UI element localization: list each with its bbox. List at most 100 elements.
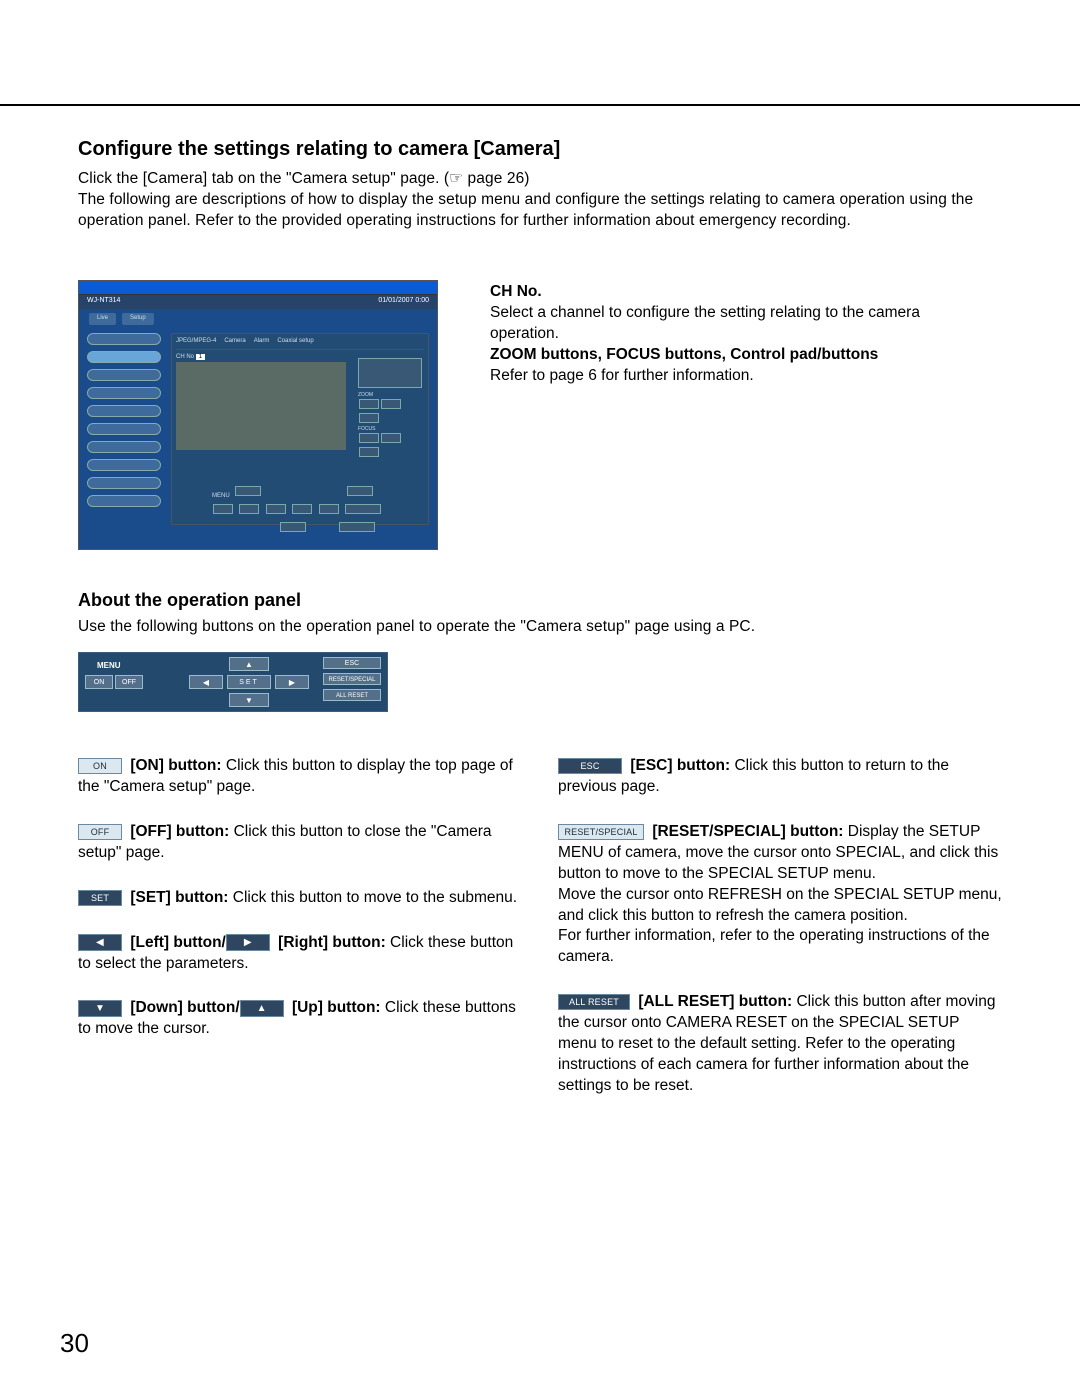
operation-panel-figure: MENU ON OFF ▲ ◀ SET ▶ ▼ ESC RESET/SPECIA…: [78, 652, 388, 712]
section-operation-panel: About the operation panel Use the follow…: [78, 590, 1002, 712]
subtab-jpeg[interactable]: JPEG/MPEG-4: [176, 338, 216, 349]
esc-button-label: [ESC] button:: [630, 757, 730, 774]
on-button-label: [ON] button:: [130, 757, 221, 774]
panel-down-button[interactable]: ▼: [229, 693, 269, 707]
zoom-out-button[interactable]: [359, 399, 379, 409]
sidebar-item-authentication[interactable]: [87, 423, 161, 435]
camera-setup-screenshot: WJ-NT314 01/01/2007 0:00 Live Setup JPEG…: [78, 280, 438, 550]
entry-off: OFF [OFF] button: Click this button to c…: [78, 822, 522, 864]
sidebar-item-maintenance[interactable]: [87, 477, 161, 489]
right-button-icon[interactable]: ▶: [226, 934, 270, 952]
left-button-label: [Left] button/: [130, 934, 226, 951]
chno-text: CH No: [176, 354, 194, 360]
chno-text: Select a channel to configure the settin…: [490, 303, 990, 345]
zoom-heading: ZOOM buttons, FOCUS buttons, Control pad…: [490, 346, 878, 363]
reset-special-button-text: Display the SETUP MENU of camera, move t…: [558, 823, 1002, 966]
intro-line-2: The following are descriptions of how to…: [78, 190, 1002, 232]
panel-on-button[interactable]: ON: [85, 675, 113, 689]
zoom-in-button[interactable]: [359, 413, 379, 423]
entry-all-reset: ALL RESET [ALL RESET] button: Click this…: [558, 992, 1002, 1097]
subsection-title: About the operation panel: [78, 590, 1002, 611]
subtab-coaxial[interactable]: Coaxial setup: [277, 338, 313, 349]
app-header: WJ-NT314 01/01/2007 0:00: [79, 295, 437, 309]
intro-line-1: Click the [Camera] tab on the "Camera se…: [78, 169, 1002, 190]
panel-reset-special-button[interactable]: RESET/SPECIAL: [323, 673, 381, 685]
panel-up-button[interactable]: ▲: [229, 657, 269, 671]
tab-live[interactable]: Live: [89, 313, 116, 325]
chno-select[interactable]: 1: [196, 354, 205, 360]
zoom-x1-button[interactable]: [381, 399, 401, 409]
right-button-label: [Right] button:: [274, 934, 386, 951]
panel-all-reset-button[interactable]: ALL RESET: [323, 689, 381, 701]
panel-off-button[interactable]: OFF: [115, 675, 143, 689]
on-button-icon[interactable]: ON: [78, 758, 122, 774]
subsection-intro: Use the following buttons on the operati…: [78, 617, 1002, 638]
esc-button-icon[interactable]: ESC: [558, 758, 622, 774]
entry-set: SET [SET] button: Click this button to m…: [78, 888, 522, 909]
ss-set-button[interactable]: [292, 504, 312, 514]
all-reset-button-icon[interactable]: ALL RESET: [558, 994, 630, 1010]
panel-set-button[interactable]: SET: [227, 675, 271, 689]
ss-up-button[interactable]: [235, 486, 261, 496]
entry-reset-special: RESET/SPECIAL [RESET/SPECIAL] button: Di…: [558, 822, 1002, 968]
set-button-text: Click this button to move to the submenu…: [228, 889, 517, 906]
zoom-text: Refer to page 6 for further information.: [490, 366, 990, 387]
right-column: ESC [ESC] button: Click this button to r…: [558, 756, 1002, 1121]
sidebar-item-network[interactable]: [87, 459, 161, 471]
ss-right-button[interactable]: [319, 504, 339, 514]
chno-heading: CH No.: [490, 283, 542, 300]
menu-controls: MENU: [212, 484, 422, 518]
ss-down-button[interactable]: [280, 522, 306, 532]
subtab-alarm[interactable]: Alarm: [254, 338, 270, 349]
header-model: WJ-NT314: [87, 297, 120, 307]
entry-on: ON [ON] button: Click this button to dis…: [78, 756, 522, 798]
sidebar-item-basic[interactable]: [87, 333, 161, 345]
tab-setup[interactable]: Setup: [122, 313, 154, 325]
ss-esc-button[interactable]: [347, 486, 373, 496]
header-timestamp: 01/01/2007 0:00: [378, 297, 429, 307]
ss-on-button[interactable]: [213, 504, 233, 514]
window-titlebar: [79, 281, 437, 295]
panel-menu-label: MENU: [97, 661, 121, 670]
section-title: Configure the settings relating to camer…: [78, 138, 1002, 161]
up-button-icon[interactable]: ▲: [240, 1000, 284, 1018]
panel-esc-button[interactable]: ESC: [323, 657, 381, 669]
entry-left-right: ◀ [Left] button/▶ [Right] button: Click …: [78, 933, 522, 975]
set-button-icon[interactable]: SET: [78, 890, 122, 906]
ptz-controls: ZOOM FOCUS: [358, 358, 422, 478]
panel-left-button[interactable]: ◀: [189, 675, 223, 689]
left-button-icon[interactable]: ◀: [78, 934, 122, 952]
subtab-camera[interactable]: Camera: [224, 338, 245, 349]
sidebar-item-multiscreen[interactable]: [87, 369, 161, 381]
reset-special-button-icon[interactable]: RESET/SPECIAL: [558, 824, 644, 840]
ss-reset-special-button[interactable]: [345, 504, 381, 514]
section-configure-camera: Configure the settings relating to camer…: [78, 138, 1002, 232]
button-descriptions: ON [ON] button: Click this button to dis…: [78, 756, 1002, 1121]
control-pad[interactable]: [358, 358, 422, 388]
off-button-icon[interactable]: OFF: [78, 824, 122, 840]
focus-near-button[interactable]: [381, 433, 401, 443]
ss-all-reset-button[interactable]: [339, 522, 375, 532]
up-button-label: [Up] button:: [288, 999, 381, 1016]
top-tabs: Live Setup: [79, 309, 437, 329]
screenshot-body: JPEG/MPEG-4 Camera Alarm Coaxial setup C…: [79, 329, 437, 529]
focus-far-button[interactable]: [359, 447, 379, 457]
focus-auto-button[interactable]: [359, 433, 379, 443]
camera-view: [176, 362, 346, 450]
sidebar-item-camera[interactable]: [87, 351, 161, 363]
ss-off-button[interactable]: [239, 504, 259, 514]
panel-right-button[interactable]: ▶: [275, 675, 309, 689]
sidebar-item-help[interactable]: [87, 495, 161, 507]
set-button-label: [SET] button:: [130, 889, 228, 906]
sidebar-item-video-analytics[interactable]: [87, 387, 161, 399]
page-number: 30: [60, 1328, 89, 1359]
down-button-icon[interactable]: ▼: [78, 1000, 122, 1018]
entry-down-up: ▼ [Down] button/▲ [Up] button: Click the…: [78, 998, 522, 1040]
down-button-label: [Down] button/: [130, 999, 239, 1016]
sidebar-item-alarm[interactable]: [87, 405, 161, 417]
reset-special-button-label: [RESET/SPECIAL] button:: [652, 823, 843, 840]
ss-left-button[interactable]: [266, 504, 286, 514]
sidebar-item-server[interactable]: [87, 441, 161, 453]
chno-description-block: CH No. Select a channel to configure the…: [490, 282, 990, 387]
menu-label: MENU: [212, 493, 230, 499]
